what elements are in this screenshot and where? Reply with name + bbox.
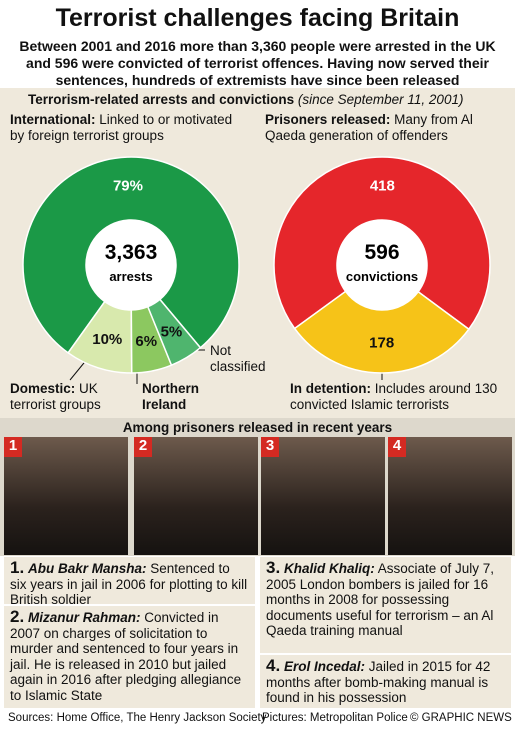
center-label: arrests (109, 269, 152, 284)
copyright: © GRAPHIC NEWS (410, 712, 512, 724)
segment-label: 5% (161, 323, 183, 340)
segment-label: 10% (92, 331, 122, 348)
donut-segment (22, 156, 240, 354)
segment-label: 6% (135, 333, 157, 350)
photo-number: 3 (261, 437, 279, 457)
donut-hole (337, 220, 427, 310)
section-title: Terrorism-related arrests and conviction… (28, 92, 463, 107)
item-number: 3. (266, 558, 281, 577)
photo (134, 437, 258, 555)
prisoner-item: 3. Khalid Khaliq: Associate of July 7, 2… (260, 557, 511, 653)
annotation: Prisoners released: Many from Al Qaeda g… (265, 112, 485, 144)
section-note: (since September 11, 2001) (297, 92, 464, 107)
prisoners-title: Among prisoners released in recent years (122, 420, 393, 435)
item-text: Convicted in 2007 on charges of solicita… (10, 610, 242, 703)
photo-number: 2 (134, 437, 152, 457)
item-text: Associate of July 7, 2005 London bombers… (266, 561, 495, 638)
item-text: Sentenced to six years in jail in 2006 f… (10, 561, 248, 607)
donut-charts: 79% 10% 6%5% 3,363 arrests 418 178 596 convictio… (22, 156, 491, 384)
prisoner-item: 4. Erol Incedal: Jailed in 2015 for 42 m… (260, 655, 511, 708)
annotation-text: UK terrorist groups (10, 381, 101, 412)
annotation: In detention: Includes around 130 convic… (290, 381, 505, 413)
photo (4, 437, 128, 555)
annotation: Northern Ireland (142, 381, 199, 412)
subtitle: Between 2001 and 2016 more than 3,360 pe… (19, 38, 496, 88)
item-number: 1. (10, 558, 25, 577)
annotation: International: Linked to or motivated by… (10, 112, 240, 144)
center-label: convictions (346, 269, 418, 284)
pictures-credit: Pictures: Metropolitan Police (262, 712, 408, 724)
section-heading: Terrorism-related arrests and conviction… (28, 92, 295, 107)
annotation-text: Linked to or motivated by foreign terror… (10, 112, 233, 143)
prisoner-item: 1. Abu Bakr Mansha: Sentenced to six yea… (4, 557, 255, 607)
segment-label: 418 (370, 177, 395, 194)
item-name: Mizanur Rahman: (27, 610, 141, 625)
item-name: Khalid Khaliq: (283, 561, 375, 576)
photo (261, 437, 385, 555)
item-name: Abu Bakr Mansha: (27, 561, 147, 576)
annotation-label: Domestic: (10, 381, 76, 396)
annotation-label: Prisoners released: (265, 112, 391, 127)
segment-label: 178 (369, 334, 394, 351)
annotation-text: Many from Al Qaeda generation of offende… (265, 112, 473, 143)
photo-number: 1 (4, 437, 22, 457)
photo-number: 4 (388, 437, 406, 457)
item-number: 2. (10, 607, 25, 626)
annotation: Not classified (210, 343, 266, 374)
annotation-text: Includes around 130 convicted Islamic te… (290, 381, 498, 412)
center-value: 3,363 (105, 241, 158, 264)
item-name: Erol Incedal: (283, 659, 365, 674)
annotation-label: In detention: (290, 381, 371, 396)
photo (388, 437, 512, 555)
center-value: 596 (364, 241, 399, 264)
item-text: Jailed in 2015 for 42 months after bomb-… (266, 659, 491, 705)
item-number: 4. (266, 656, 281, 675)
annotation-label: International: (10, 112, 96, 127)
prisoner-item: 2. Mizanur Rahman: Convicted in 2007 on … (4, 606, 255, 708)
segment-label: 79% (113, 178, 143, 195)
donut-hole (86, 220, 176, 310)
sources: Sources: Home Office, The Henry Jackson … (8, 712, 267, 724)
annotation: Domestic: UK terrorist groups (10, 381, 120, 413)
title: Terrorist challenges facing Britain (55, 4, 460, 32)
